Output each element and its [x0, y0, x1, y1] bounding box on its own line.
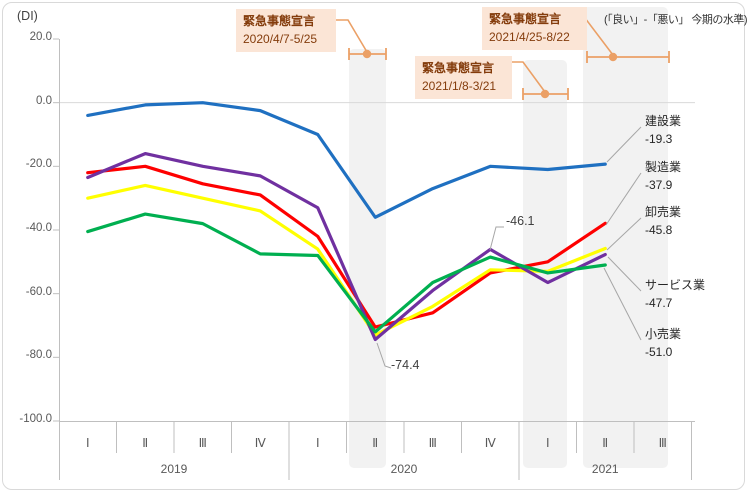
- y-tick-label: -20.0: [25, 158, 52, 171]
- quarter-label: Ⅲ: [198, 436, 207, 450]
- series-line-建設業: [86, 101, 607, 219]
- legend-name-小売業: 小売業: [645, 327, 682, 341]
- emergency-annotation-3: 緊急事態宣言 2021/4/25-8/22: [482, 7, 587, 50]
- emergency-range-dot-3: [608, 52, 618, 62]
- legend-name-製造業: 製造業: [645, 160, 682, 174]
- y-tick-label: -40.0: [25, 222, 52, 234]
- quarter-label: Ⅳ: [254, 436, 266, 450]
- year-label: 2019: [160, 462, 188, 476]
- emergency-annotation-1-title: 緊急事態宣言: [243, 14, 316, 28]
- legend-name-サービス業: サービス業: [645, 278, 706, 292]
- legend-leader-小売業: [603, 267, 642, 341]
- emergency-annotation-3-title: 緊急事態宣言: [489, 12, 562, 26]
- quarter-label: Ⅰ: [315, 436, 320, 450]
- scale-note: (「良い」-「悪い」 今期の水準): [604, 14, 747, 26]
- quarter-label: Ⅳ: [484, 436, 496, 450]
- legend-leader-サービス業: [607, 256, 642, 292]
- legend-value-建設業: -19.3: [645, 132, 673, 146]
- quarter-label: Ⅲ: [428, 436, 437, 450]
- emergency-annotation-3-period: 2021/4/25-8/22: [489, 30, 570, 44]
- year-label: 2021: [591, 462, 619, 476]
- legend-name-建設業: 建設業: [645, 114, 682, 128]
- y-axis-unit-label: (DI): [17, 9, 38, 23]
- y-tick-label: -80.0: [25, 349, 52, 362]
- y-tick-label: -100.0: [19, 413, 52, 425]
- legend-value-卸売業: -45.8: [645, 223, 673, 237]
- quarter-label: Ⅱ: [602, 436, 609, 450]
- y-tick-label: 0.0: [36, 94, 52, 107]
- series-line-小売業: [86, 212, 607, 334]
- legend-leader-製造業: [605, 172, 642, 226]
- legend-leader-卸売業: [606, 217, 642, 251]
- emergency-range-dot-2: [540, 89, 550, 99]
- legend-value-製造業: -37.9: [645, 178, 673, 192]
- quarter-label: Ⅲ: [658, 436, 667, 450]
- point-label--46.1: -46.1: [506, 214, 535, 228]
- emergency-annotation-2-title: 緊急事態宣言: [422, 61, 495, 75]
- point-label-leader--74.4: [376, 342, 392, 369]
- year-label: 2020: [390, 462, 418, 476]
- quarter-label: Ⅱ: [142, 436, 149, 450]
- emergency-annotation-1-period: 2020/4/7-5/25: [243, 32, 318, 46]
- emergency-annotation-2: 緊急事態宣言 2021/1/8-3/21: [415, 56, 512, 99]
- legend-name-卸売業: 卸売業: [645, 205, 682, 219]
- emergency-annotation-1: 緊急事態宣言 2020/4/7-5/25: [236, 9, 336, 52]
- quarter-label: Ⅰ: [85, 436, 90, 450]
- quarter-label: Ⅰ: [545, 436, 550, 450]
- emergency-annotation-2-period: 2021/1/8-3/21: [422, 79, 497, 93]
- y-tick-label: 20.0: [29, 31, 52, 43]
- point-label-leader--46.1: [489, 226, 504, 251]
- legend-value-サービス業: -47.7: [645, 296, 673, 310]
- emergency-period-band-3: [583, 7, 668, 468]
- emergency-period-band-2: [523, 60, 567, 468]
- legend-value-小売業: -51.0: [645, 345, 673, 359]
- point-label--74.4: -74.4: [391, 358, 420, 372]
- emergency-range-dot-1: [362, 49, 372, 59]
- emergency-period-band-1: [349, 49, 386, 468]
- legend-leader-建設業: [606, 126, 642, 163]
- quarter-label: Ⅱ: [372, 436, 379, 450]
- y-tick-label: -60.0: [25, 285, 52, 298]
